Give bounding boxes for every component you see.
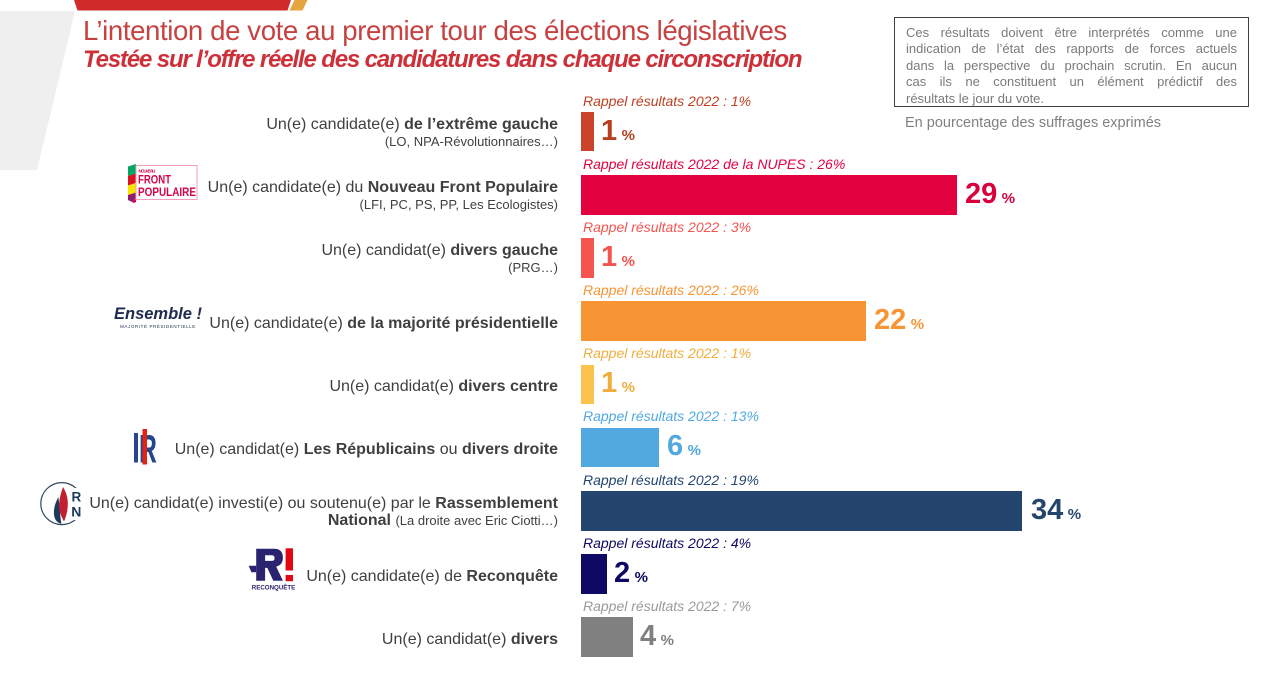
svg-text:R: R — [72, 490, 82, 505]
svg-text:RECONQUÊTE: RECONQUÊTE — [252, 584, 295, 592]
svg-text:N: N — [71, 503, 81, 519]
svg-text:R: R — [139, 428, 157, 468]
svg-text:FRONT: FRONT — [138, 175, 171, 187]
svg-text:POPULAIRE: POPULAIRE — [138, 187, 196, 199]
svg-text:NOUVEAU: NOUVEAU — [139, 169, 157, 174]
